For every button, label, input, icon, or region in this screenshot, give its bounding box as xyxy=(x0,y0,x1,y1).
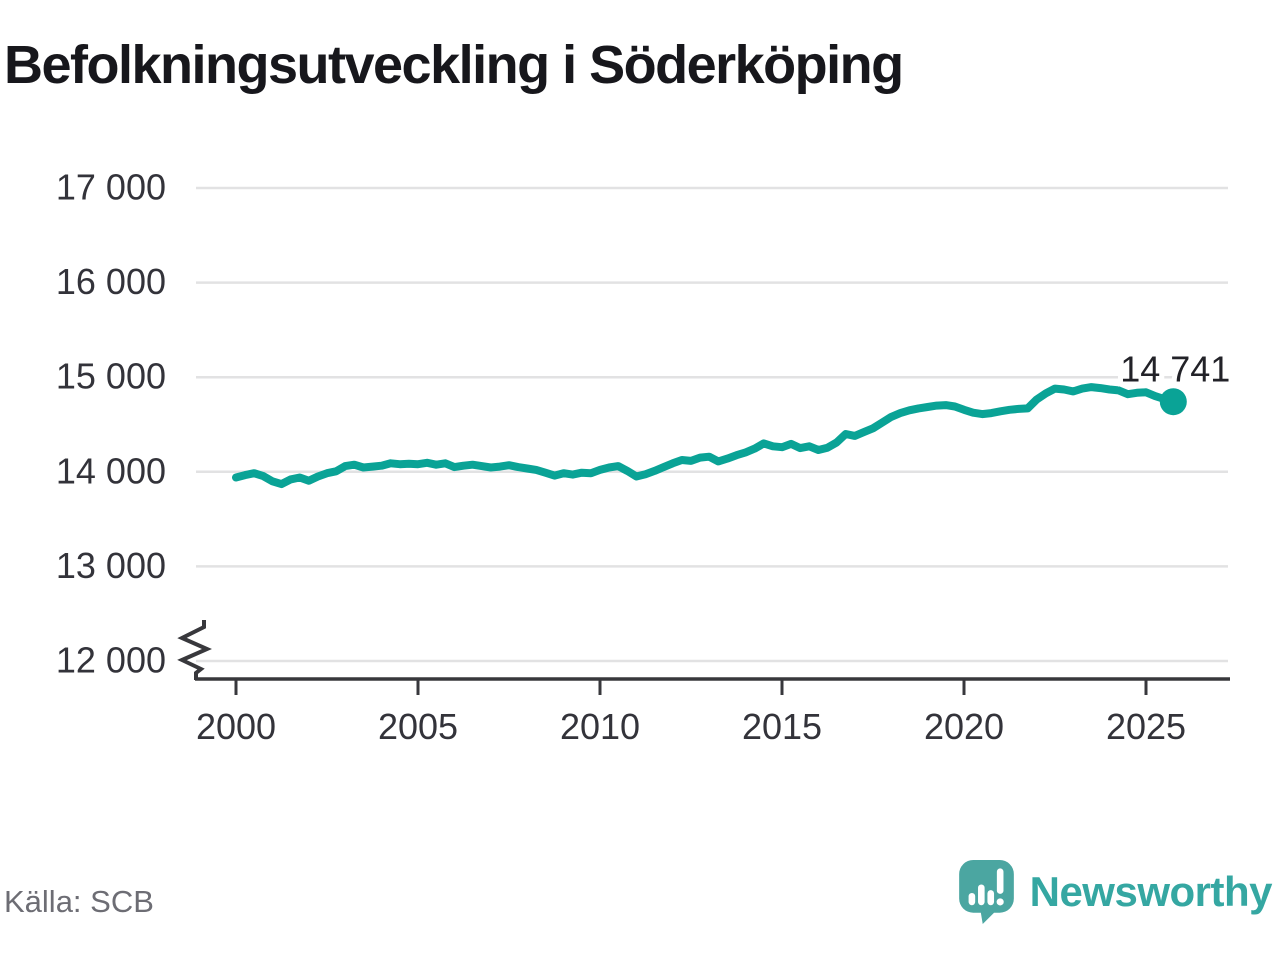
y-axis-tick-label: 16 000 xyxy=(56,261,166,302)
population-series-line xyxy=(232,383,1178,489)
newsworthy-brand: Newsworthy xyxy=(958,856,1273,928)
x-axis-tick-label: 2020 xyxy=(924,706,1004,747)
y-axis-tick-label: 17 000 xyxy=(56,167,166,208)
x-axis-ticks: 2000 2005 2010 2015 2020 2025 xyxy=(196,679,1186,747)
newsworthy-wordmark: Newsworthy xyxy=(1029,868,1273,915)
axis-break-icon xyxy=(177,620,212,680)
y-axis-tick-label: 15 000 xyxy=(56,356,166,397)
y-axis-labels: 17 000 16 000 15 000 14 000 13 000 12 000 xyxy=(56,167,166,681)
latest-value-dot xyxy=(1159,388,1187,416)
source-label: Källa: SCB xyxy=(4,884,154,919)
x-axis-tick-label: 2015 xyxy=(742,706,822,747)
x-axis-tick-label: 2005 xyxy=(378,706,458,747)
chart-title: Befolkningsutveckling i Söderköping xyxy=(4,35,904,95)
y-axis-tick-label: 12 000 xyxy=(56,640,166,681)
y-axis-tick-label: 13 000 xyxy=(56,545,166,586)
newsworthy-logo-icon xyxy=(958,859,1014,925)
x-axis-tick-label: 2025 xyxy=(1106,706,1186,747)
x-axis-tick-label: 2000 xyxy=(196,706,276,747)
latest-value-label: 14 741 xyxy=(1120,349,1230,390)
gridlines xyxy=(196,186,1228,663)
logo-bar-3 xyxy=(987,890,994,906)
logo-bar-2 xyxy=(977,884,985,906)
y-axis-tick-label: 14 000 xyxy=(56,450,166,491)
logo-bar-1 xyxy=(968,892,975,906)
logo-exclamation-dot xyxy=(996,898,1004,906)
logo-exclamation-bar xyxy=(996,868,1004,894)
x-axis-tick-label: 2010 xyxy=(560,706,640,747)
